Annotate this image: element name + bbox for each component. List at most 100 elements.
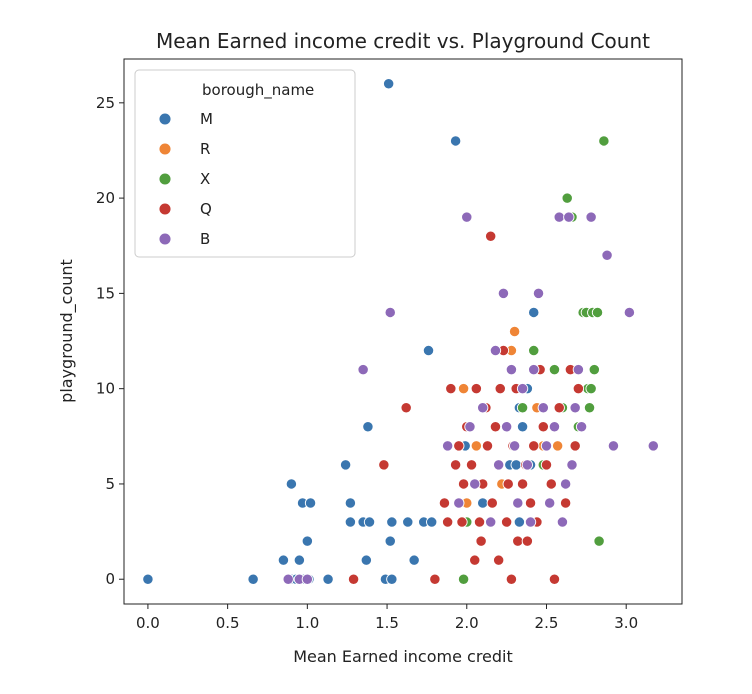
point-M <box>285 478 298 490</box>
point-M <box>510 459 522 471</box>
point-M <box>247 573 259 585</box>
point-Q <box>469 554 481 566</box>
point-M <box>513 516 526 528</box>
point-Q <box>528 440 540 452</box>
point-Q <box>475 535 487 547</box>
point-B <box>357 363 369 376</box>
point-Q <box>486 497 498 509</box>
legend-marker-R <box>158 142 172 156</box>
point-M <box>422 344 435 357</box>
point-Q <box>537 421 549 433</box>
point-Q <box>400 402 412 414</box>
point-Q <box>470 383 482 395</box>
point-R <box>551 440 564 452</box>
point-M <box>386 516 398 528</box>
point-B <box>607 440 620 452</box>
point-Q <box>512 535 524 547</box>
legend-title: borough_name <box>202 81 314 100</box>
point-M <box>339 459 352 471</box>
plot-frame <box>123 58 683 605</box>
point-M <box>360 554 372 566</box>
chart-title: Mean Earned income credit vs. Playground… <box>156 29 650 53</box>
point-B <box>384 306 396 319</box>
point-Q <box>548 573 561 585</box>
point-B <box>500 421 513 433</box>
point-M <box>426 516 438 528</box>
point-M <box>293 554 306 566</box>
x-tick-label: 0.5 <box>216 614 240 632</box>
point-B <box>521 459 534 471</box>
point-Q <box>445 383 457 395</box>
point-B <box>553 211 565 223</box>
x-tick-label: 3.0 <box>614 614 638 632</box>
y-tick-label: 15 <box>96 284 115 302</box>
point-B <box>528 363 540 376</box>
point-X <box>593 535 605 547</box>
point-X <box>457 573 470 585</box>
point-Q <box>524 497 537 509</box>
y-tick-label: 0 <box>105 570 115 588</box>
point-M <box>408 554 420 566</box>
point-B <box>477 402 489 414</box>
point-B <box>461 211 473 223</box>
point-M <box>384 535 396 547</box>
point-Q <box>465 459 478 471</box>
point-M <box>277 554 290 566</box>
point-Q <box>494 383 506 395</box>
point-B <box>544 497 556 509</box>
legend-marker-X <box>158 172 172 186</box>
point-B <box>585 211 597 223</box>
point-Q <box>553 402 565 414</box>
point-B <box>556 516 569 528</box>
point-Q <box>473 516 486 528</box>
point-B <box>548 421 561 433</box>
point-B <box>453 497 465 509</box>
point-Q <box>481 440 494 452</box>
point-M <box>304 497 317 509</box>
legend-label-B: B <box>200 230 210 248</box>
point-B <box>575 421 588 433</box>
point-Q <box>456 516 468 528</box>
y-tick-label: 10 <box>96 380 115 398</box>
point-B <box>441 440 454 452</box>
point-X <box>588 363 600 376</box>
point-X <box>528 344 540 357</box>
point-B <box>563 211 575 223</box>
y-axis-label: playground_count <box>57 259 77 403</box>
point-M <box>301 535 313 547</box>
point-Q <box>441 516 454 528</box>
point-B <box>566 459 578 471</box>
y-tick-label: 25 <box>96 94 115 112</box>
legend-box <box>134 69 356 258</box>
point-Q <box>489 421 502 433</box>
legend-marker-Q <box>158 202 172 216</box>
point-B <box>537 402 549 414</box>
point-Q <box>493 554 505 566</box>
point-M <box>449 135 462 147</box>
point-X <box>591 306 604 319</box>
point-B <box>282 573 294 585</box>
x-tick-label: 1.5 <box>375 614 399 632</box>
point-B <box>516 383 529 395</box>
point-B <box>464 421 476 433</box>
legend-label-M: M <box>200 110 213 128</box>
point-B <box>572 363 585 376</box>
point-Q <box>485 230 497 242</box>
point-X <box>583 402 596 414</box>
point-Q <box>457 478 470 490</box>
x-axis-label: Mean Earned income credit <box>293 647 513 666</box>
point-B <box>469 478 481 490</box>
point-R <box>508 325 521 338</box>
point-Q <box>516 478 529 490</box>
point-B <box>493 459 505 471</box>
point-Q <box>347 573 360 585</box>
point-B <box>524 516 537 528</box>
point-M <box>363 516 376 528</box>
point-B <box>647 440 659 452</box>
point-B <box>540 440 553 452</box>
point-Q <box>438 497 451 509</box>
point-B <box>559 478 572 490</box>
